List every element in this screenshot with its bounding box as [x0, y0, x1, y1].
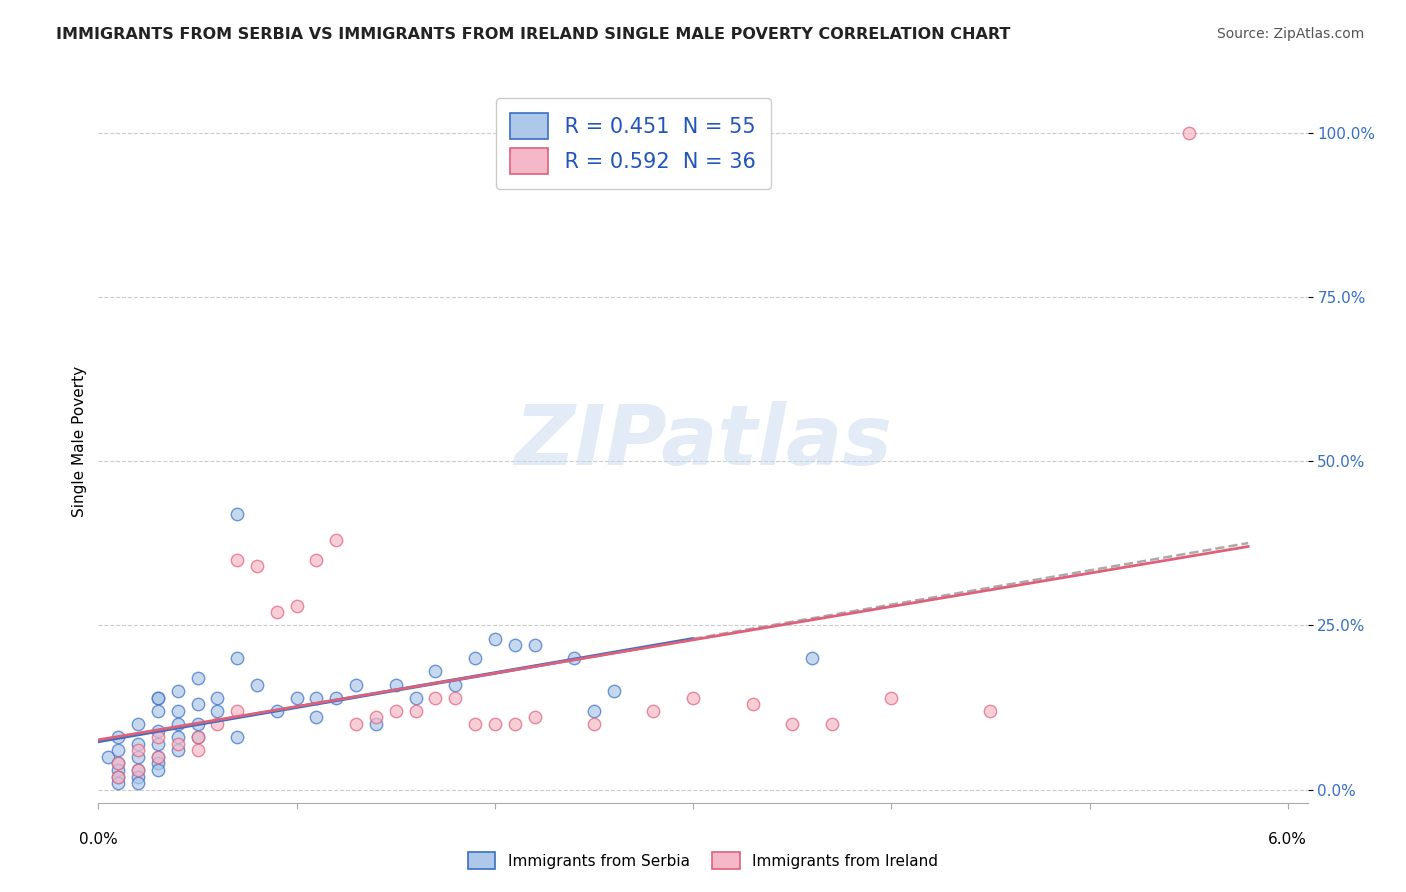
Point: [246, 559, 269, 574]
Point: [127, 717, 149, 731]
Y-axis label: Single Male Poverty: Single Male Poverty: [72, 366, 87, 517]
Point: [405, 690, 427, 705]
Point: [107, 776, 129, 790]
Point: [146, 737, 169, 751]
Point: [305, 710, 328, 724]
Point: [344, 717, 367, 731]
Point: [582, 704, 605, 718]
Point: [127, 737, 149, 751]
Point: [146, 749, 169, 764]
Point: [186, 698, 208, 712]
Point: [821, 717, 844, 731]
Point: [146, 749, 169, 764]
Point: [780, 717, 803, 731]
Point: [226, 553, 249, 567]
Legend: Immigrants from Serbia, Immigrants from Ireland: Immigrants from Serbia, Immigrants from …: [461, 846, 945, 875]
Point: [166, 704, 188, 718]
Point: [484, 632, 506, 646]
Point: [127, 743, 149, 757]
Point: [127, 776, 149, 790]
Text: 6.0%: 6.0%: [1268, 832, 1308, 847]
Point: [127, 749, 149, 764]
Point: [464, 651, 486, 665]
Point: [523, 638, 546, 652]
Point: [186, 730, 208, 744]
Point: [146, 690, 169, 705]
Point: [405, 704, 427, 718]
Point: [207, 690, 229, 705]
Point: [285, 599, 308, 613]
Point: [582, 717, 605, 731]
Point: [97, 749, 120, 764]
Point: [146, 730, 169, 744]
Point: [226, 704, 249, 718]
Point: [384, 704, 406, 718]
Point: [305, 553, 328, 567]
Point: [127, 763, 149, 777]
Point: [186, 717, 208, 731]
Point: [166, 730, 188, 744]
Text: Source: ZipAtlas.com: Source: ZipAtlas.com: [1216, 27, 1364, 41]
Point: [186, 743, 208, 757]
Point: [107, 756, 129, 771]
Point: [464, 717, 486, 731]
Point: [266, 704, 288, 718]
Point: [107, 770, 129, 784]
Point: [107, 743, 129, 757]
Point: [226, 651, 249, 665]
Point: [127, 763, 149, 777]
Point: [425, 690, 447, 705]
Point: [107, 770, 129, 784]
Point: [146, 690, 169, 705]
Point: [880, 690, 903, 705]
Point: [246, 677, 269, 691]
Point: [266, 605, 288, 619]
Point: [682, 690, 704, 705]
Point: [285, 690, 308, 705]
Point: [166, 743, 188, 757]
Point: [364, 710, 387, 724]
Point: [484, 717, 506, 731]
Point: [166, 684, 188, 698]
Point: [643, 704, 665, 718]
Point: [305, 690, 328, 705]
Point: [146, 763, 169, 777]
Point: [523, 710, 546, 724]
Point: [107, 763, 129, 777]
Point: [364, 717, 387, 731]
Point: [979, 704, 1001, 718]
Legend:  R = 0.451  N = 55,  R = 0.592  N = 36: R = 0.451 N = 55, R = 0.592 N = 36: [496, 98, 770, 189]
Point: [325, 690, 347, 705]
Point: [186, 730, 208, 744]
Text: ZIPatlas: ZIPatlas: [515, 401, 891, 482]
Point: [226, 730, 249, 744]
Point: [603, 684, 626, 698]
Point: [146, 756, 169, 771]
Point: [503, 638, 526, 652]
Point: [344, 677, 367, 691]
Point: [146, 704, 169, 718]
Point: [741, 698, 763, 712]
Point: [207, 704, 229, 718]
Text: IMMIGRANTS FROM SERBIA VS IMMIGRANTS FROM IRELAND SINGLE MALE POVERTY CORRELATIO: IMMIGRANTS FROM SERBIA VS IMMIGRANTS FRO…: [56, 27, 1011, 42]
Point: [1177, 126, 1199, 140]
Point: [146, 723, 169, 738]
Point: [801, 651, 824, 665]
Point: [503, 717, 526, 731]
Point: [166, 737, 188, 751]
Point: [384, 677, 406, 691]
Point: [425, 665, 447, 679]
Point: [444, 677, 467, 691]
Point: [166, 717, 188, 731]
Text: 0.0%: 0.0%: [79, 832, 118, 847]
Point: [107, 730, 129, 744]
Point: [207, 717, 229, 731]
Point: [562, 651, 585, 665]
Point: [226, 507, 249, 521]
Point: [186, 671, 208, 685]
Point: [325, 533, 347, 547]
Point: [107, 756, 129, 771]
Point: [127, 770, 149, 784]
Point: [444, 690, 467, 705]
